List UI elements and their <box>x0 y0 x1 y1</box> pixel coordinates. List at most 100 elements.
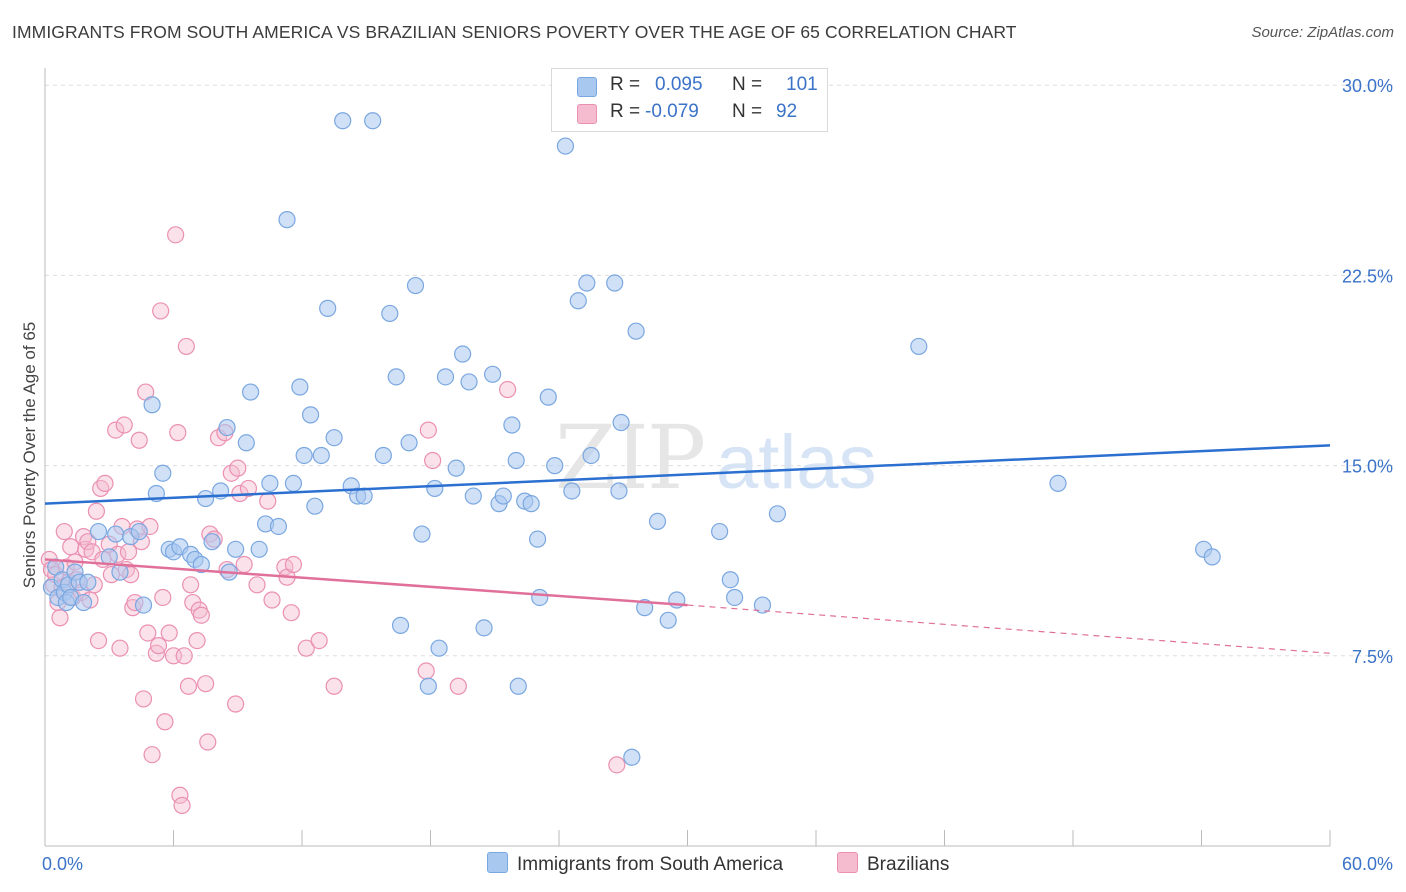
data-point-brazilians <box>51 609 69 627</box>
data-point-immigrants <box>648 512 667 530</box>
data-point-brazilians <box>160 624 178 642</box>
data-point-immigrants <box>406 276 425 295</box>
data-point-immigrants <box>509 677 527 695</box>
watermark-atlas: atlas <box>716 420 877 505</box>
data-point-brazilians <box>424 451 442 470</box>
data-point-brazilians <box>167 226 185 244</box>
data-point-immigrants <box>269 517 288 536</box>
data-point-immigrants <box>503 416 521 434</box>
x-tick-label: 0.0% <box>42 854 83 874</box>
pink-square-icon <box>837 852 858 873</box>
data-point-immigrants <box>374 446 392 465</box>
y-tick-label: 22.5% <box>1342 266 1393 286</box>
correlation-legend: R = 0.095 N = 101 R = -0.079 N = 92 <box>551 68 828 132</box>
data-point-immigrants <box>447 459 465 477</box>
data-point-immigrants <box>531 588 549 607</box>
data-point-brazilians <box>227 695 245 713</box>
data-point-brazilians <box>173 796 191 815</box>
y-tick-label: 30.0% <box>1342 76 1393 96</box>
y-tick-label: 15.0% <box>1342 457 1393 477</box>
data-point-brazilians <box>229 459 247 477</box>
data-point-brazilians <box>248 576 266 594</box>
data-point-brazilians <box>134 690 153 708</box>
data-point-immigrants <box>134 596 153 614</box>
data-point-brazilians <box>130 431 148 449</box>
data-point-immigrants <box>261 474 279 492</box>
data-point-immigrants <box>419 677 437 695</box>
bottom-legend-item-blue: Immigrants from South America <box>487 852 783 876</box>
data-point-immigrants <box>203 533 221 551</box>
data-point-brazilians <box>197 675 215 693</box>
data-point-brazilians <box>89 631 108 650</box>
legend-n-value: 92 <box>776 101 798 122</box>
data-point-immigrants <box>494 487 512 505</box>
data-point-immigrants <box>721 571 739 589</box>
data-point-immigrants <box>325 429 343 447</box>
data-point-immigrants <box>578 274 596 292</box>
data-point-brazilians <box>149 637 168 655</box>
data-point-immigrants <box>74 593 93 612</box>
data-point-immigrants <box>364 112 382 130</box>
legend-n-label: N = <box>732 101 763 122</box>
data-point-immigrants <box>454 345 472 363</box>
y-tick-label: 7.5% <box>1352 647 1393 667</box>
trend-lines <box>44 444 1331 654</box>
data-point-immigrants <box>242 383 260 401</box>
data-point-immigrants <box>636 599 654 617</box>
data-point-immigrants <box>387 368 405 386</box>
data-point-brazilians <box>239 479 258 498</box>
data-point-brazilians <box>499 380 517 399</box>
data-point-brazilians <box>192 606 210 624</box>
data-point-immigrants <box>295 446 313 465</box>
data-point-immigrants <box>910 337 928 356</box>
data-point-immigrants <box>227 540 245 558</box>
legend-n-label: N = <box>732 74 763 95</box>
legend-row-pink: R = -0.079 N = 92 <box>552 101 827 127</box>
data-point-immigrants <box>430 639 448 657</box>
x-tick-label: 60.0% <box>1342 854 1393 874</box>
data-point-brazilians <box>143 746 161 764</box>
data-point-immigrants <box>154 464 172 482</box>
data-point-brazilians <box>449 677 467 695</box>
data-point-brazilians <box>608 756 626 774</box>
data-point-immigrants <box>726 588 744 607</box>
data-point-brazilians <box>284 555 303 574</box>
data-point-immigrants <box>556 137 575 155</box>
legend-r-value: 0.095 <box>655 74 703 95</box>
data-point-brazilians <box>169 424 187 442</box>
data-point-brazilians <box>96 474 114 492</box>
data-point-immigrants <box>278 211 296 229</box>
trend-line-immigrants <box>44 444 1331 505</box>
legend-n-value: 101 <box>786 74 818 95</box>
data-point-immigrants <box>623 748 641 766</box>
data-point-immigrants <box>464 487 482 505</box>
data-point-immigrants <box>334 112 352 130</box>
data-point-brazilians <box>325 677 343 695</box>
data-point-immigrants <box>143 396 161 414</box>
data-point-brazilians <box>115 416 133 434</box>
data-point-immigrants <box>563 482 581 500</box>
data-point-immigrants <box>522 495 540 513</box>
data-point-brazilians <box>87 502 106 520</box>
tick-labels: 7.5% 15.0% 22.5% 30.0% 0.0% 60.0% <box>42 76 1393 874</box>
data-point-brazilians <box>419 421 437 439</box>
data-point-immigrants <box>107 525 125 543</box>
data-point-immigrants <box>1049 474 1067 492</box>
data-point-brazilians <box>417 662 435 680</box>
data-point-brazilians <box>179 677 198 695</box>
legend-row-blue: R = 0.095 N = 101 <box>552 74 827 100</box>
bottom-legend-label: Brazilians <box>867 854 950 875</box>
data-point-immigrants <box>130 522 148 541</box>
gridlines <box>45 84 1393 657</box>
data-point-immigrants <box>711 522 729 541</box>
data-point-immigrants <box>192 555 210 574</box>
data-point-immigrants <box>612 413 630 432</box>
data-point-immigrants <box>413 525 431 543</box>
data-point-immigrants <box>284 474 303 492</box>
axes <box>44 68 1331 847</box>
data-point-brazilians <box>55 522 73 541</box>
data-point-immigrants <box>301 406 320 424</box>
data-point-immigrants <box>460 373 478 391</box>
data-point-brazilians <box>156 713 174 731</box>
